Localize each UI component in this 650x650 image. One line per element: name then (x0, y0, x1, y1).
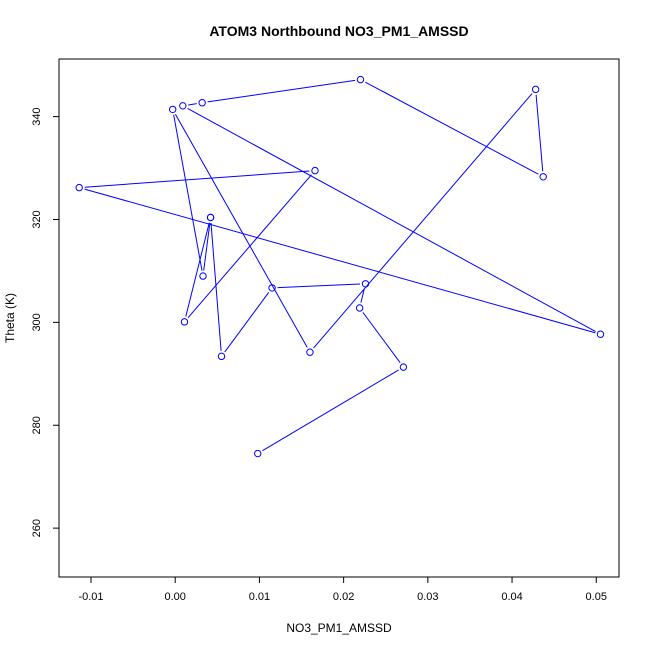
data-point (399, 363, 408, 371)
x-tick-label: 0.05 (586, 591, 607, 603)
x-tick-label: 0.04 (501, 591, 522, 603)
x-axis: -0.01 0.00 0.01 0.02 0.03 0.04 0.05 (78, 576, 607, 603)
series-segment (362, 312, 401, 364)
data-point (180, 318, 189, 326)
y-tick-label: 300 (31, 313, 43, 331)
data-point (355, 304, 364, 312)
data-point (306, 348, 314, 356)
data-point (199, 272, 207, 280)
data-point (539, 173, 547, 181)
series-segment (224, 292, 270, 353)
series-segment (203, 222, 211, 271)
y-axis-label: Theta (K) (3, 293, 17, 343)
series-segment (207, 79, 356, 103)
data-point (217, 352, 226, 361)
series-segment (174, 113, 308, 348)
x-tick-label: 0.03 (417, 591, 438, 603)
data-point (206, 213, 215, 222)
y-tick-label: 340 (31, 107, 43, 125)
y-axis: 260 280 300 320 340 (31, 107, 60, 537)
series-segment (84, 170, 310, 188)
data-point (168, 105, 177, 114)
series-segment (277, 283, 361, 289)
data-point (356, 75, 365, 84)
data-point (254, 449, 262, 458)
y-tick-label: 260 (31, 519, 43, 537)
data-point (311, 166, 319, 175)
series-layer (75, 75, 605, 458)
x-tick-label: 0.02 (333, 591, 354, 603)
x-tick-label: 0.01 (249, 591, 270, 603)
series-segment (173, 114, 203, 271)
x-axis-label: NO3_PM1_AMSSD (286, 621, 392, 635)
data-point (198, 99, 206, 107)
data-point (596, 330, 605, 338)
y-tick-label: 280 (31, 416, 43, 434)
series-segment (313, 93, 533, 349)
x-tick-label: -0.01 (78, 591, 103, 603)
data-point (361, 280, 370, 288)
series-segment (535, 94, 544, 172)
series-segment (360, 289, 365, 303)
series-segment (210, 222, 222, 351)
series-segment (185, 222, 210, 317)
series-segment (262, 369, 399, 452)
series-segment (187, 108, 596, 333)
y-tick-label: 320 (31, 210, 43, 228)
chart-title: ATOM3 Northbound NO3_PM1_AMSSD (209, 23, 468, 39)
data-point (531, 85, 540, 94)
series-segment (365, 81, 539, 175)
series-segment (188, 103, 197, 106)
data-point (179, 102, 187, 110)
x-tick-label: 0.00 (164, 591, 185, 603)
data-point (75, 183, 83, 192)
series-segment (84, 188, 596, 334)
data-point (268, 284, 276, 292)
